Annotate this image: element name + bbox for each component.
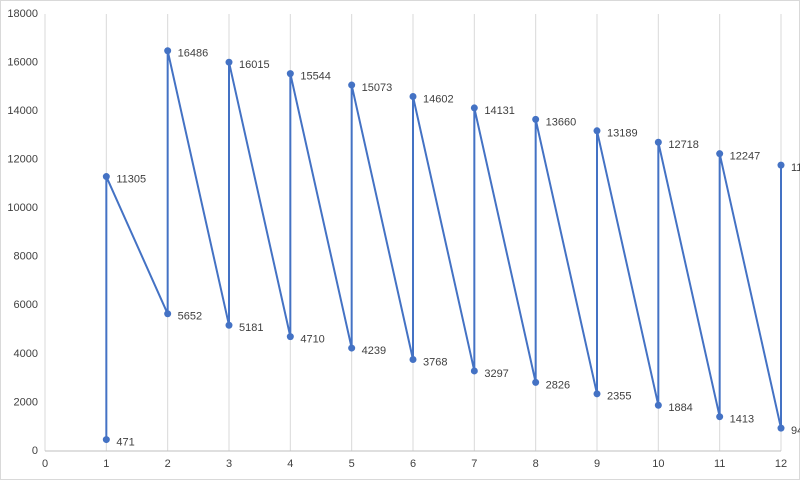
data-label: 5652	[178, 311, 202, 323]
x-tick-label: 3	[226, 458, 232, 470]
data-point	[102, 173, 110, 181]
data-label: 12247	[730, 151, 761, 163]
data-label: 12718	[668, 139, 699, 151]
y-tick-label: 16000	[7, 56, 38, 68]
data-point	[716, 150, 724, 158]
x-tick-label: 12	[775, 458, 787, 470]
x-tick-label: 5	[349, 458, 355, 470]
y-tick-label: 10000	[7, 202, 38, 214]
y-tick-label: 4000	[14, 348, 38, 360]
data-label: 5181	[239, 322, 263, 334]
x-tick-label: 7	[471, 458, 477, 470]
y-tick-label: 2000	[14, 396, 38, 408]
data-point	[409, 92, 417, 100]
data-point	[225, 58, 233, 66]
x-tick-label: 1	[103, 458, 109, 470]
data-label: 14602	[423, 93, 454, 105]
data-label: 471	[116, 436, 134, 448]
data-label: 4710	[300, 334, 324, 346]
y-tick-label: 6000	[14, 299, 38, 311]
data-label: 13189	[607, 128, 638, 140]
data-label: 2826	[546, 379, 570, 391]
data-point	[716, 413, 724, 421]
data-point	[348, 81, 356, 89]
data-point	[102, 436, 110, 444]
y-tick-label: 14000	[7, 105, 38, 117]
x-tick-label: 11	[714, 458, 725, 470]
data-label: 2355	[607, 391, 631, 403]
y-tick-label: 8000	[14, 251, 38, 263]
data-point	[532, 115, 540, 123]
data-label: 3297	[484, 368, 508, 380]
x-tick-label: 9	[594, 458, 600, 470]
data-point	[286, 333, 294, 341]
data-label: 11776	[791, 162, 800, 174]
data-point	[593, 127, 601, 135]
data-label: 15073	[362, 82, 393, 94]
data-point	[164, 47, 172, 55]
data-label: 16486	[178, 48, 209, 60]
data-point	[348, 344, 356, 352]
y-tick-label: 0	[32, 445, 38, 457]
x-tick-label: 0	[42, 458, 48, 470]
data-label: 16015	[239, 59, 270, 71]
data-point	[164, 310, 172, 318]
data-point	[409, 356, 417, 364]
data-point	[593, 390, 601, 398]
data-label: 1884	[668, 402, 692, 414]
data-point	[286, 70, 294, 78]
data-label: 11305	[116, 173, 146, 185]
data-point	[470, 367, 478, 375]
data-label: 942	[791, 425, 800, 437]
x-tick-label: 2	[165, 458, 171, 470]
data-point	[777, 161, 785, 169]
data-point	[532, 378, 540, 386]
data-label: 15544	[300, 71, 331, 83]
y-tick-label: 12000	[7, 154, 38, 166]
data-label: 1413	[730, 414, 754, 426]
x-tick-label: 4	[287, 458, 293, 470]
data-point	[225, 321, 233, 329]
x-tick-label: 8	[533, 458, 539, 470]
data-label: 4239	[362, 345, 386, 357]
x-tick-label: 10	[652, 458, 664, 470]
data-point	[470, 104, 478, 112]
data-point	[654, 401, 662, 409]
series-line	[105, 50, 782, 440]
y-tick-label: 18000	[7, 8, 38, 20]
data-label: 13660	[546, 116, 577, 128]
data-label: 3768	[423, 356, 447, 368]
data-label: 14131	[484, 105, 515, 117]
data-point	[777, 424, 785, 432]
data-point	[654, 138, 662, 146]
x-tick-label: 6	[410, 458, 416, 470]
